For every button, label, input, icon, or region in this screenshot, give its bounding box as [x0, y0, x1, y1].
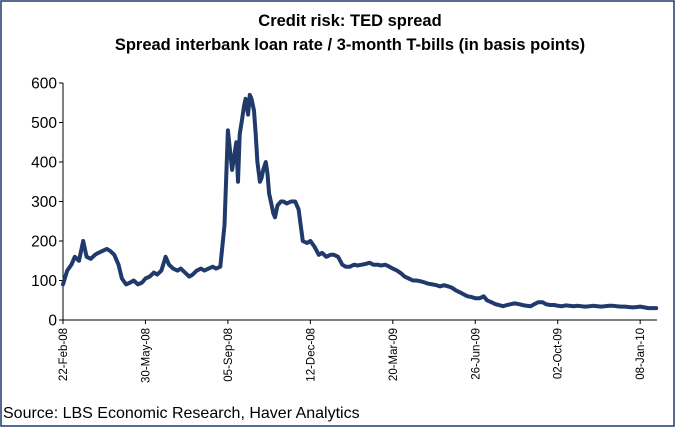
y-tick-label: 300: [31, 194, 57, 211]
x-tick-label: 08-Jan-10: [635, 328, 647, 380]
x-axis-ticks: 22-Feb-08 30-May-08 05-Sep-08 12-Dec-08 20-M…: [58, 320, 647, 383]
series-line-0: [61, 92, 659, 311]
series-lines: [61, 92, 659, 311]
x-tick-label: 20-Mar-09: [388, 328, 400, 381]
x-tick-label: 22-Feb-08: [58, 328, 70, 381]
x-tick-label: 30-May-08: [140, 328, 152, 383]
y-tick-label: 400: [31, 155, 57, 172]
y-tick-label: 0: [48, 313, 57, 330]
chart-axes: [62, 83, 657, 321]
chart-title: Credit risk: TED spread: [258, 12, 442, 30]
y-axis-ticks: 0 100 200 300 400 500 600: [31, 76, 63, 330]
x-tick-label: 05-Sep-08: [223, 328, 235, 382]
y-tick-label: 600: [31, 76, 57, 93]
x-tick-label: 12-Dec-08: [305, 328, 317, 382]
y-tick-label: 100: [31, 273, 57, 290]
x-tick-label: 02-Oct-09: [553, 328, 565, 379]
y-tick-label: 200: [31, 234, 57, 251]
chart-subtitle: Spread interbank loan rate / 3-month T-b…: [114, 36, 586, 54]
y-tick-label: 500: [31, 115, 57, 132]
source-note: Source: LBS Economic Research, Haver Ana…: [3, 405, 360, 422]
x-tick-label: 26-Jun-09: [470, 328, 482, 380]
